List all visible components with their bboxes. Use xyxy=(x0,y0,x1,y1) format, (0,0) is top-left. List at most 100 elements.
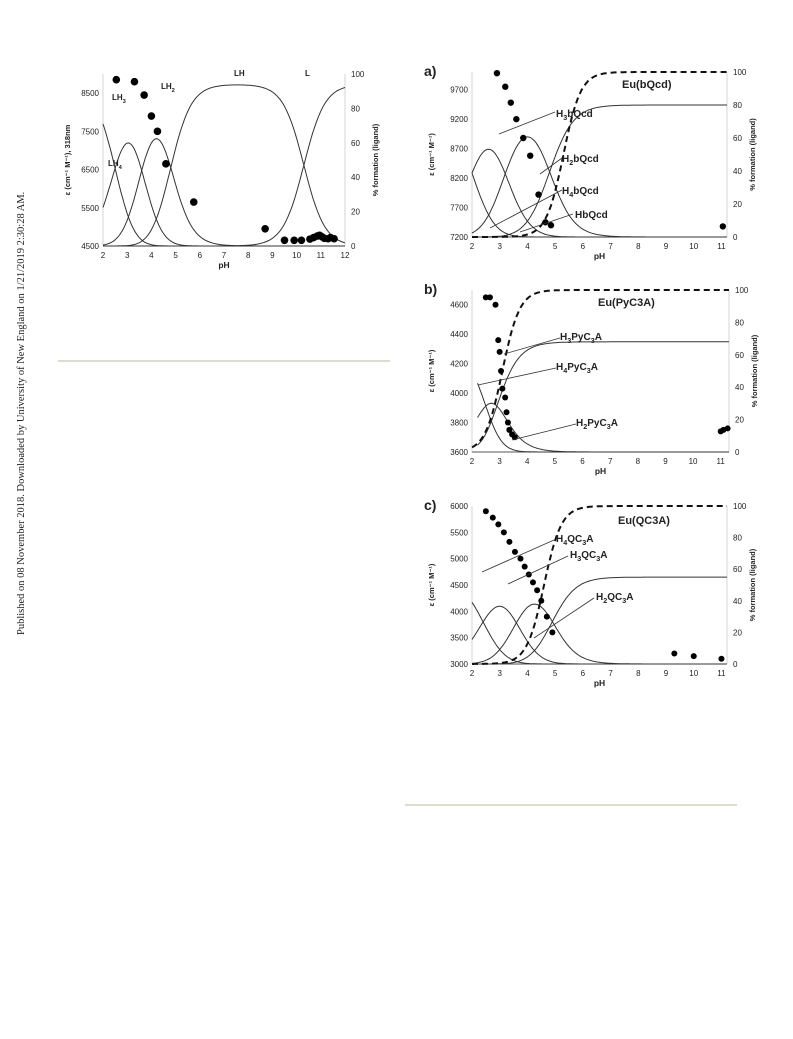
data-point xyxy=(527,152,534,159)
leader-line xyxy=(507,555,569,585)
y2-tick-label: 0 xyxy=(351,242,356,251)
species-curve xyxy=(471,605,727,665)
y2-tick-label: 60 xyxy=(733,134,742,143)
y2-tick-label: 40 xyxy=(733,167,742,176)
data-point xyxy=(507,99,515,106)
x-tick-label: 7 xyxy=(222,251,227,260)
species-curve xyxy=(102,142,345,247)
data-point xyxy=(513,115,520,123)
y-tick-label: 4600 xyxy=(450,301,468,310)
data-point xyxy=(489,514,496,521)
x-tick-label: 3 xyxy=(125,251,130,260)
y2-tick-label: 80 xyxy=(733,534,742,543)
y-axis-label: ε (cm⁻¹ M⁻¹), 318nm xyxy=(63,124,72,195)
data-point xyxy=(521,563,528,570)
data-point xyxy=(543,613,550,620)
leader-line xyxy=(519,213,574,233)
y2-tick-label: 80 xyxy=(351,104,360,113)
y2-tick-label: 80 xyxy=(735,318,744,327)
panel-label: b) xyxy=(424,281,437,297)
leader-line xyxy=(511,423,577,441)
y-tick-label: 7200 xyxy=(450,233,468,242)
x-axis-label: pH xyxy=(218,260,229,270)
species-curve xyxy=(102,138,345,247)
y-tick-label: 3800 xyxy=(450,419,468,428)
data-point xyxy=(330,234,338,243)
y-tick-label: 7700 xyxy=(450,204,468,213)
data-point xyxy=(482,508,489,515)
y2-tick-label: 100 xyxy=(735,286,749,295)
data-point xyxy=(486,294,493,301)
y-tick-label: 6500 xyxy=(81,166,99,175)
x-axis-label: pH xyxy=(595,466,606,476)
data-point xyxy=(297,236,306,245)
data-point xyxy=(534,587,541,594)
data-point xyxy=(506,538,513,545)
x-tick-label: 5 xyxy=(553,669,558,678)
y2-tick-label: 20 xyxy=(735,416,744,425)
y2-tick-label: 80 xyxy=(733,101,742,110)
x-tick-label: 3 xyxy=(497,457,502,466)
species-label: L xyxy=(305,69,310,78)
species-label: LH3 xyxy=(112,93,126,105)
species-label: H4PyC3A xyxy=(556,362,598,375)
data-point xyxy=(718,655,725,662)
data-point xyxy=(506,426,513,433)
species-curve xyxy=(472,104,727,238)
y-tick-label: 7500 xyxy=(81,127,99,136)
species-curve xyxy=(471,603,727,665)
data-point xyxy=(482,294,489,301)
data-point xyxy=(290,236,298,245)
y2-tick-label: 0 xyxy=(733,660,738,669)
data-point xyxy=(500,529,507,536)
x-tick-label: 2 xyxy=(101,251,106,260)
species-label: H2bQcd xyxy=(562,154,599,167)
x-tick-label: 6 xyxy=(581,242,586,251)
data-point xyxy=(538,597,545,604)
data-point xyxy=(719,223,727,230)
leader-line xyxy=(533,597,595,639)
species-label: H3bQcd xyxy=(556,109,593,122)
species-label: H3PyC3A xyxy=(560,332,602,345)
data-point xyxy=(520,134,527,142)
data-point xyxy=(504,419,511,426)
x-tick-label: 11 xyxy=(717,669,726,678)
y2-tick-label: 20 xyxy=(733,628,742,637)
x-tick-label: 5 xyxy=(553,457,558,466)
data-point xyxy=(549,629,556,636)
x-tick-label: 4 xyxy=(525,242,530,251)
species-label: LH xyxy=(234,69,245,78)
species-label: HbQcd xyxy=(575,210,608,221)
panel-label: a) xyxy=(424,63,436,79)
data-point xyxy=(492,301,499,308)
y-tick-label: 5000 xyxy=(450,555,468,564)
data-point xyxy=(547,222,555,229)
y2-tick-label: 100 xyxy=(351,70,365,79)
data-point xyxy=(147,112,156,120)
data-point xyxy=(529,579,536,586)
y2-tick-label: 20 xyxy=(733,200,742,209)
y-tick-label: 9200 xyxy=(450,115,468,124)
chart-left-speciation: 2 3 4 5 6 7 8 9 10 11 12 4500 5500 6500 7500 8500 0 20 40 6… xyxy=(63,69,380,270)
data-point xyxy=(162,160,170,168)
y-tick-label: 4000 xyxy=(450,389,468,398)
x-axis-label: pH xyxy=(594,251,605,261)
y-tick-label: 9700 xyxy=(450,86,468,95)
y2-tick-label: 0 xyxy=(733,233,738,242)
y-tick-label: 8500 xyxy=(81,89,99,98)
x-tick-label: 5 xyxy=(553,242,558,251)
y2-tick-label: 60 xyxy=(351,139,360,148)
y-tick-label: 4500 xyxy=(81,242,99,251)
x-tick-label: 4 xyxy=(525,457,530,466)
x-tick-label: 8 xyxy=(636,242,641,251)
species-label: LH4 xyxy=(108,159,123,171)
data-point xyxy=(280,236,289,245)
y2-tick-label: 40 xyxy=(733,597,742,606)
x-tick-label: 9 xyxy=(663,457,668,466)
data-point xyxy=(503,409,510,416)
leader-line xyxy=(503,337,561,355)
data-point xyxy=(140,91,148,99)
species-curve xyxy=(103,84,346,247)
y-tick-label: 4200 xyxy=(450,360,468,369)
species-curve xyxy=(471,172,727,238)
